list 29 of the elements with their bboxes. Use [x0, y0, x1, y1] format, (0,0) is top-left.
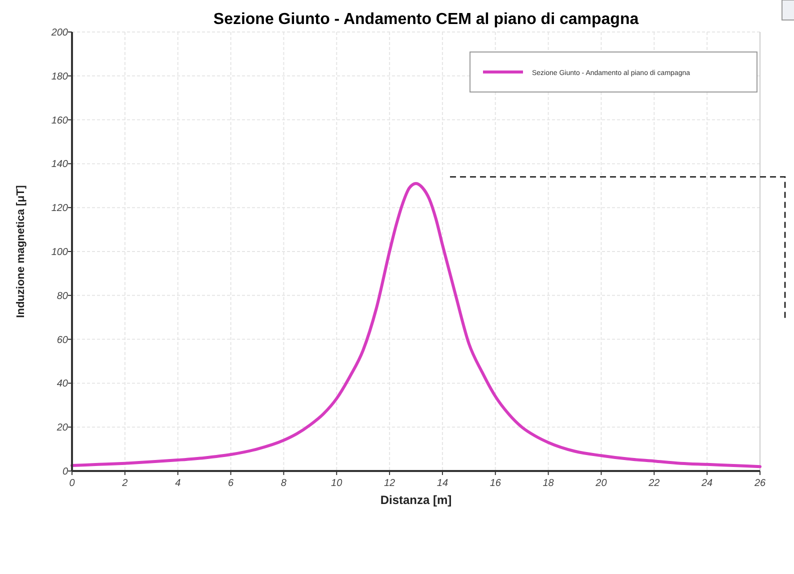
y-tick-label: 180 — [51, 71, 68, 82]
y-tick-label: 20 — [56, 422, 68, 434]
x-tick-label: 8 — [280, 478, 287, 489]
x-tick-label: 10 — [331, 478, 343, 489]
x-tick-label: 22 — [648, 478, 660, 489]
x-tick-label: 20 — [594, 478, 608, 489]
y-tick-label: 0 — [62, 466, 68, 478]
chart-title: Sezione Giunto - Andamento CEM al piano di campagna — [213, 11, 639, 28]
y-tick-label: 160 — [51, 115, 68, 126]
x-tick-label: 6 — [228, 478, 234, 489]
x-tick-label: 0 — [69, 478, 76, 489]
x-tick-label: 4 — [175, 478, 182, 489]
y-tick-label: 120 — [51, 203, 68, 214]
x-tick-label: 24 — [700, 478, 714, 489]
line-series — [70, 182, 762, 468]
y-axis-title: Induzione magnetica [μT] — [15, 184, 27, 318]
y-tick-label: 140 — [51, 159, 68, 170]
y-tick-label: 60 — [56, 334, 68, 346]
x-tick-label: 26 — [753, 478, 766, 489]
y-tick-label: 80 — [56, 290, 68, 302]
x-tick-label: 18 — [542, 478, 554, 489]
y-tick-label: 200 — [50, 28, 68, 38]
x-tick-label: 2 — [121, 478, 128, 489]
x-tick-label: 12 — [384, 478, 396, 489]
x-tick-label: 14 — [436, 478, 448, 489]
y-tick-label: 100 — [51, 247, 68, 258]
x-tick-label: 16 — [490, 478, 502, 489]
y-tick-label: 40 — [56, 378, 68, 390]
x-axis-title: Distanza [m] — [380, 493, 452, 507]
